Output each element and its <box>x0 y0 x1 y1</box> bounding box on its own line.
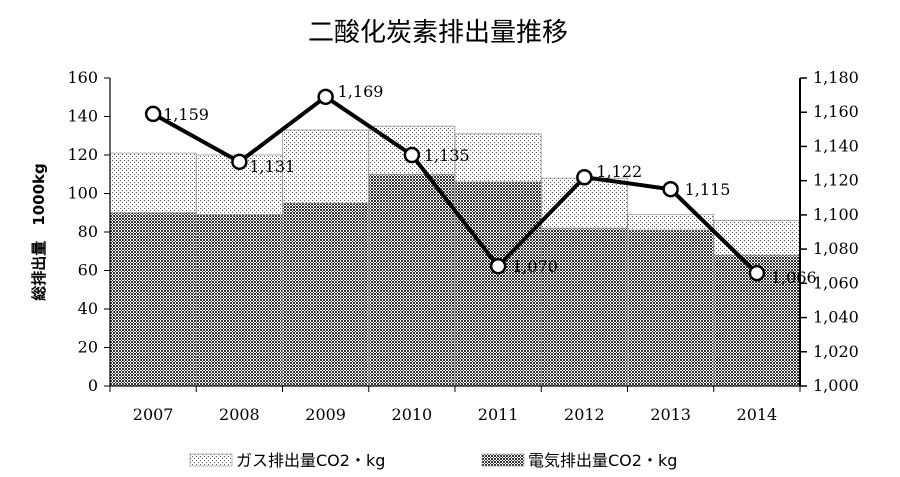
legend-label-gas: ガス排出量CO2・kg <box>236 451 385 470</box>
y-tick-label: 60 <box>78 261 98 280</box>
bar-electricity-2009 <box>282 202 370 387</box>
data-label-2012: 1,122 <box>596 162 642 181</box>
y2-tick-label: 1,020 <box>813 342 859 361</box>
total-emission-line <box>152 94 759 275</box>
x-tick-label: 2008 <box>219 405 260 424</box>
y2-tick-label: 1,100 <box>813 205 859 224</box>
legend-swatch-electricity <box>481 453 525 467</box>
y2-tick-label: 1,000 <box>813 376 859 395</box>
x-tick-label: 2009 <box>305 405 346 424</box>
line-series: 1,159 1,131 1,169 1,135 1,070 1,122 1,115 1,066 <box>144 82 817 287</box>
bar-gas-2007 <box>109 152 197 214</box>
y-tick-label: 160 <box>67 68 98 87</box>
y2-tick-label: 1,180 <box>813 68 859 87</box>
line-point-2012 <box>576 168 593 186</box>
y-axis-label: 総排出量 1000kg <box>30 163 48 300</box>
y-tick-label: 120 <box>67 145 98 164</box>
x-tick-label: 2010 <box>392 405 433 424</box>
y-tick-label: 100 <box>67 184 98 203</box>
line-point-2014 <box>748 264 766 282</box>
bar-electricity-2007 <box>109 212 197 387</box>
y-tick-label: 80 <box>78 222 98 241</box>
line-point-2007 <box>144 105 162 123</box>
bar-gas-2012 <box>540 177 628 229</box>
bar-electricity-2010 <box>368 173 456 387</box>
x-tick-label: 2011 <box>478 405 519 424</box>
y-tick-label: 140 <box>67 107 98 126</box>
x-tick-label: 2007 <box>133 405 174 424</box>
line-point-2008 <box>231 153 248 171</box>
data-label-2011: 1,070 <box>512 257 558 276</box>
line-point-2011 <box>489 257 507 275</box>
bar-electricity-2012 <box>540 227 628 387</box>
data-label-2008: 1,131 <box>249 157 295 176</box>
data-label-2007: 1,159 <box>163 105 209 124</box>
data-label-2014: 1,066 <box>771 268 817 287</box>
legend: ガス排出量CO2・kg 電気排出量CO2・kg <box>189 451 677 470</box>
bar-electricity-2011 <box>454 181 542 387</box>
y2-tick-label: 1,060 <box>813 273 859 292</box>
line-point-2013 <box>662 180 679 198</box>
data-label-2013: 1,115 <box>685 180 731 199</box>
bar-gas-2009 <box>282 129 370 204</box>
x-tick-label: 2014 <box>737 405 778 424</box>
data-label-2009: 1,169 <box>338 82 384 101</box>
bar-gas-2011 <box>454 133 542 183</box>
y2-tick-label: 1,080 <box>813 239 859 258</box>
x-tick-label: 2012 <box>564 405 605 424</box>
legend-item-electricity: 電気排出量CO2・kg <box>481 451 677 470</box>
y-tick-label: 0 <box>88 376 98 395</box>
data-label-2010: 1,135 <box>424 146 470 165</box>
chart-title: 二酸化炭素排出量推移 <box>308 18 568 48</box>
x-tick-label: 2013 <box>650 405 691 424</box>
legend-swatch-gas <box>189 453 233 467</box>
y-tick-label: 20 <box>78 338 98 357</box>
legend-item-gas: ガス排出量CO2・kg <box>189 451 385 470</box>
bar-electricity-2013 <box>627 229 715 387</box>
y2-tick-label: 1,140 <box>813 136 859 155</box>
legend-label-electricity: 電気排出量CO2・kg <box>528 451 677 470</box>
y2-tick-label: 1,160 <box>813 102 859 121</box>
y2-tick-label: 1,120 <box>813 171 859 190</box>
line-point-2009 <box>317 88 334 106</box>
plot-area <box>109 125 801 387</box>
bar-electricity-2008 <box>195 214 283 387</box>
bar-gas-2014 <box>713 220 801 256</box>
axes: 0 20 40 60 80 100 120 140 160 1,000 1,020 1,040 1,06… <box>67 68 858 424</box>
line-point-2010 <box>403 146 421 164</box>
y2-tick-label: 1,040 <box>813 308 859 327</box>
y-tick-label: 40 <box>78 299 98 318</box>
